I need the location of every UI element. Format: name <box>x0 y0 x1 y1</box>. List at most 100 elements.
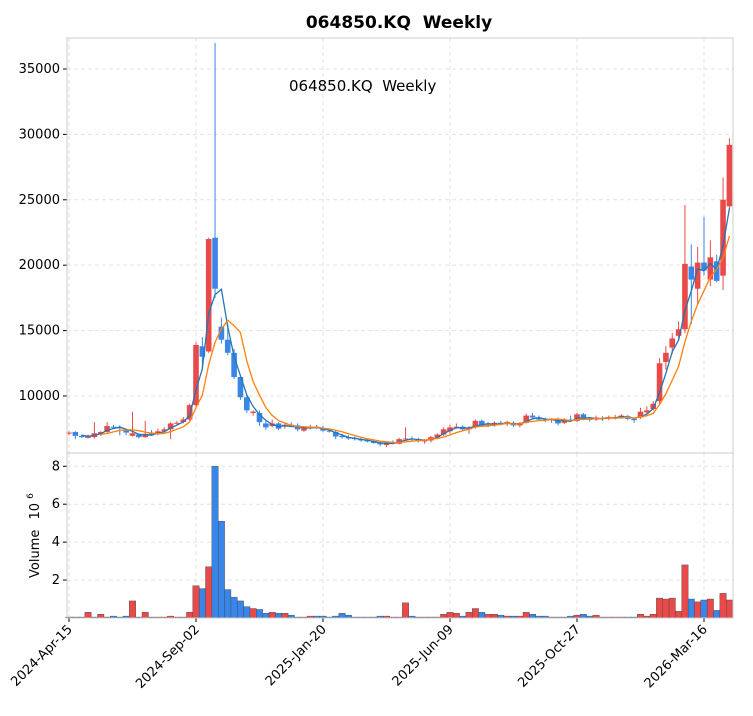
volume-tick-label: 2 <box>52 573 60 588</box>
volume-bar <box>205 566 213 619</box>
volume-bar <box>700 599 708 619</box>
volume-bar <box>198 588 206 619</box>
candle-body <box>294 425 301 430</box>
volume-bar <box>97 614 105 619</box>
candle-body <box>434 434 441 438</box>
volume-bar <box>713 610 721 619</box>
ma-short-line <box>81 208 731 445</box>
x-tick-label: 2025-Oct-27 <box>515 622 583 690</box>
candle-body <box>580 414 587 419</box>
candle-body <box>402 438 409 440</box>
price-tick-label: 30000 <box>19 127 60 142</box>
candle-body <box>536 417 542 420</box>
price-tick-label: 35000 <box>19 62 60 77</box>
volume-bar <box>141 612 149 619</box>
volume-bar <box>256 609 263 619</box>
volume-bar <box>281 613 289 619</box>
volume-tick-label: 6 <box>52 497 60 512</box>
volume-bar <box>262 613 270 619</box>
candle-body <box>478 420 485 426</box>
volume-bar <box>275 613 282 619</box>
volume-label: Volume <box>28 530 43 578</box>
ma-long-line <box>100 235 731 444</box>
volume-bar <box>452 613 460 619</box>
volume-bar <box>675 611 683 619</box>
price-tick-label: 15000 <box>19 324 60 339</box>
volume-bar <box>656 597 663 619</box>
candle-body <box>193 344 199 406</box>
volume-bar <box>237 600 244 619</box>
candle-body <box>472 420 479 428</box>
candle-body <box>720 199 726 276</box>
volume-label-base: 10 <box>28 503 43 520</box>
candle-body <box>644 410 650 413</box>
price-panel-frame <box>66 37 734 454</box>
volume-bar <box>84 612 92 619</box>
candle-body <box>631 418 637 421</box>
volume-bar <box>637 614 644 619</box>
candle-body <box>110 426 117 428</box>
volume-bar <box>224 589 232 619</box>
price-grid <box>67 38 733 453</box>
volume-bar <box>478 612 486 619</box>
candle-body <box>186 405 193 420</box>
candle-body <box>701 262 707 271</box>
candle-body <box>377 443 383 445</box>
volume-bar <box>579 614 587 619</box>
candle-body <box>97 431 104 434</box>
candle-body <box>637 411 644 418</box>
candle-body <box>669 338 676 348</box>
candle-body <box>78 435 85 438</box>
volume-label-exponent: 6 <box>26 493 36 499</box>
price-axis: 10000 15000 20000 25000 30000 35000 <box>19 62 67 404</box>
chart-title: 064850.KQ Weekly <box>306 13 492 33</box>
volume-bar <box>211 466 219 619</box>
volume-bar <box>338 613 346 619</box>
volume-bar <box>484 614 492 619</box>
volume-bar <box>249 608 257 619</box>
candle-body <box>142 433 148 438</box>
candle-body <box>174 422 180 424</box>
price-tick-label: 10000 <box>19 389 60 404</box>
volume-bar <box>726 599 733 619</box>
volume-grid <box>67 453 733 618</box>
x-tick-label: 2025-Jun-09 <box>390 622 457 689</box>
volume-bar <box>217 521 225 619</box>
candle-body <box>123 429 129 433</box>
candle-body <box>256 412 263 423</box>
candle-body <box>656 363 663 402</box>
candle-body <box>440 429 447 435</box>
candle-body <box>320 428 326 431</box>
volume-bar <box>446 612 454 619</box>
volume-bar <box>668 597 676 619</box>
candle-body <box>199 346 206 357</box>
candle-body <box>339 435 345 438</box>
candle-body <box>332 431 339 437</box>
volume-bar <box>472 608 479 619</box>
volume-bar <box>649 614 657 619</box>
candle-body <box>301 428 307 431</box>
candle-body <box>694 262 701 289</box>
volume-bar <box>465 612 473 619</box>
candle-body <box>129 433 136 436</box>
candle-body <box>675 329 682 336</box>
volume-bar <box>186 612 194 619</box>
candle-body <box>72 431 79 436</box>
x-tick-label: 2024-Sep-02 <box>133 622 203 692</box>
volume-bar <box>402 602 409 619</box>
candle-body <box>682 263 688 330</box>
candle-body <box>688 266 695 280</box>
volume-tick-label: 4 <box>52 535 60 550</box>
volume-bar <box>268 612 276 619</box>
x-tick-label: 2024-Apr-15 <box>8 622 75 689</box>
volume-bar <box>243 606 251 619</box>
volume-bar <box>522 612 530 619</box>
volume-bar <box>230 596 238 619</box>
candle-body <box>713 261 720 281</box>
candle-body <box>205 239 212 352</box>
candle-body <box>155 431 161 434</box>
candle-body <box>66 432 72 434</box>
price-tick-label: 20000 <box>19 258 60 273</box>
candle-body <box>447 427 453 432</box>
candle-body <box>326 430 333 432</box>
